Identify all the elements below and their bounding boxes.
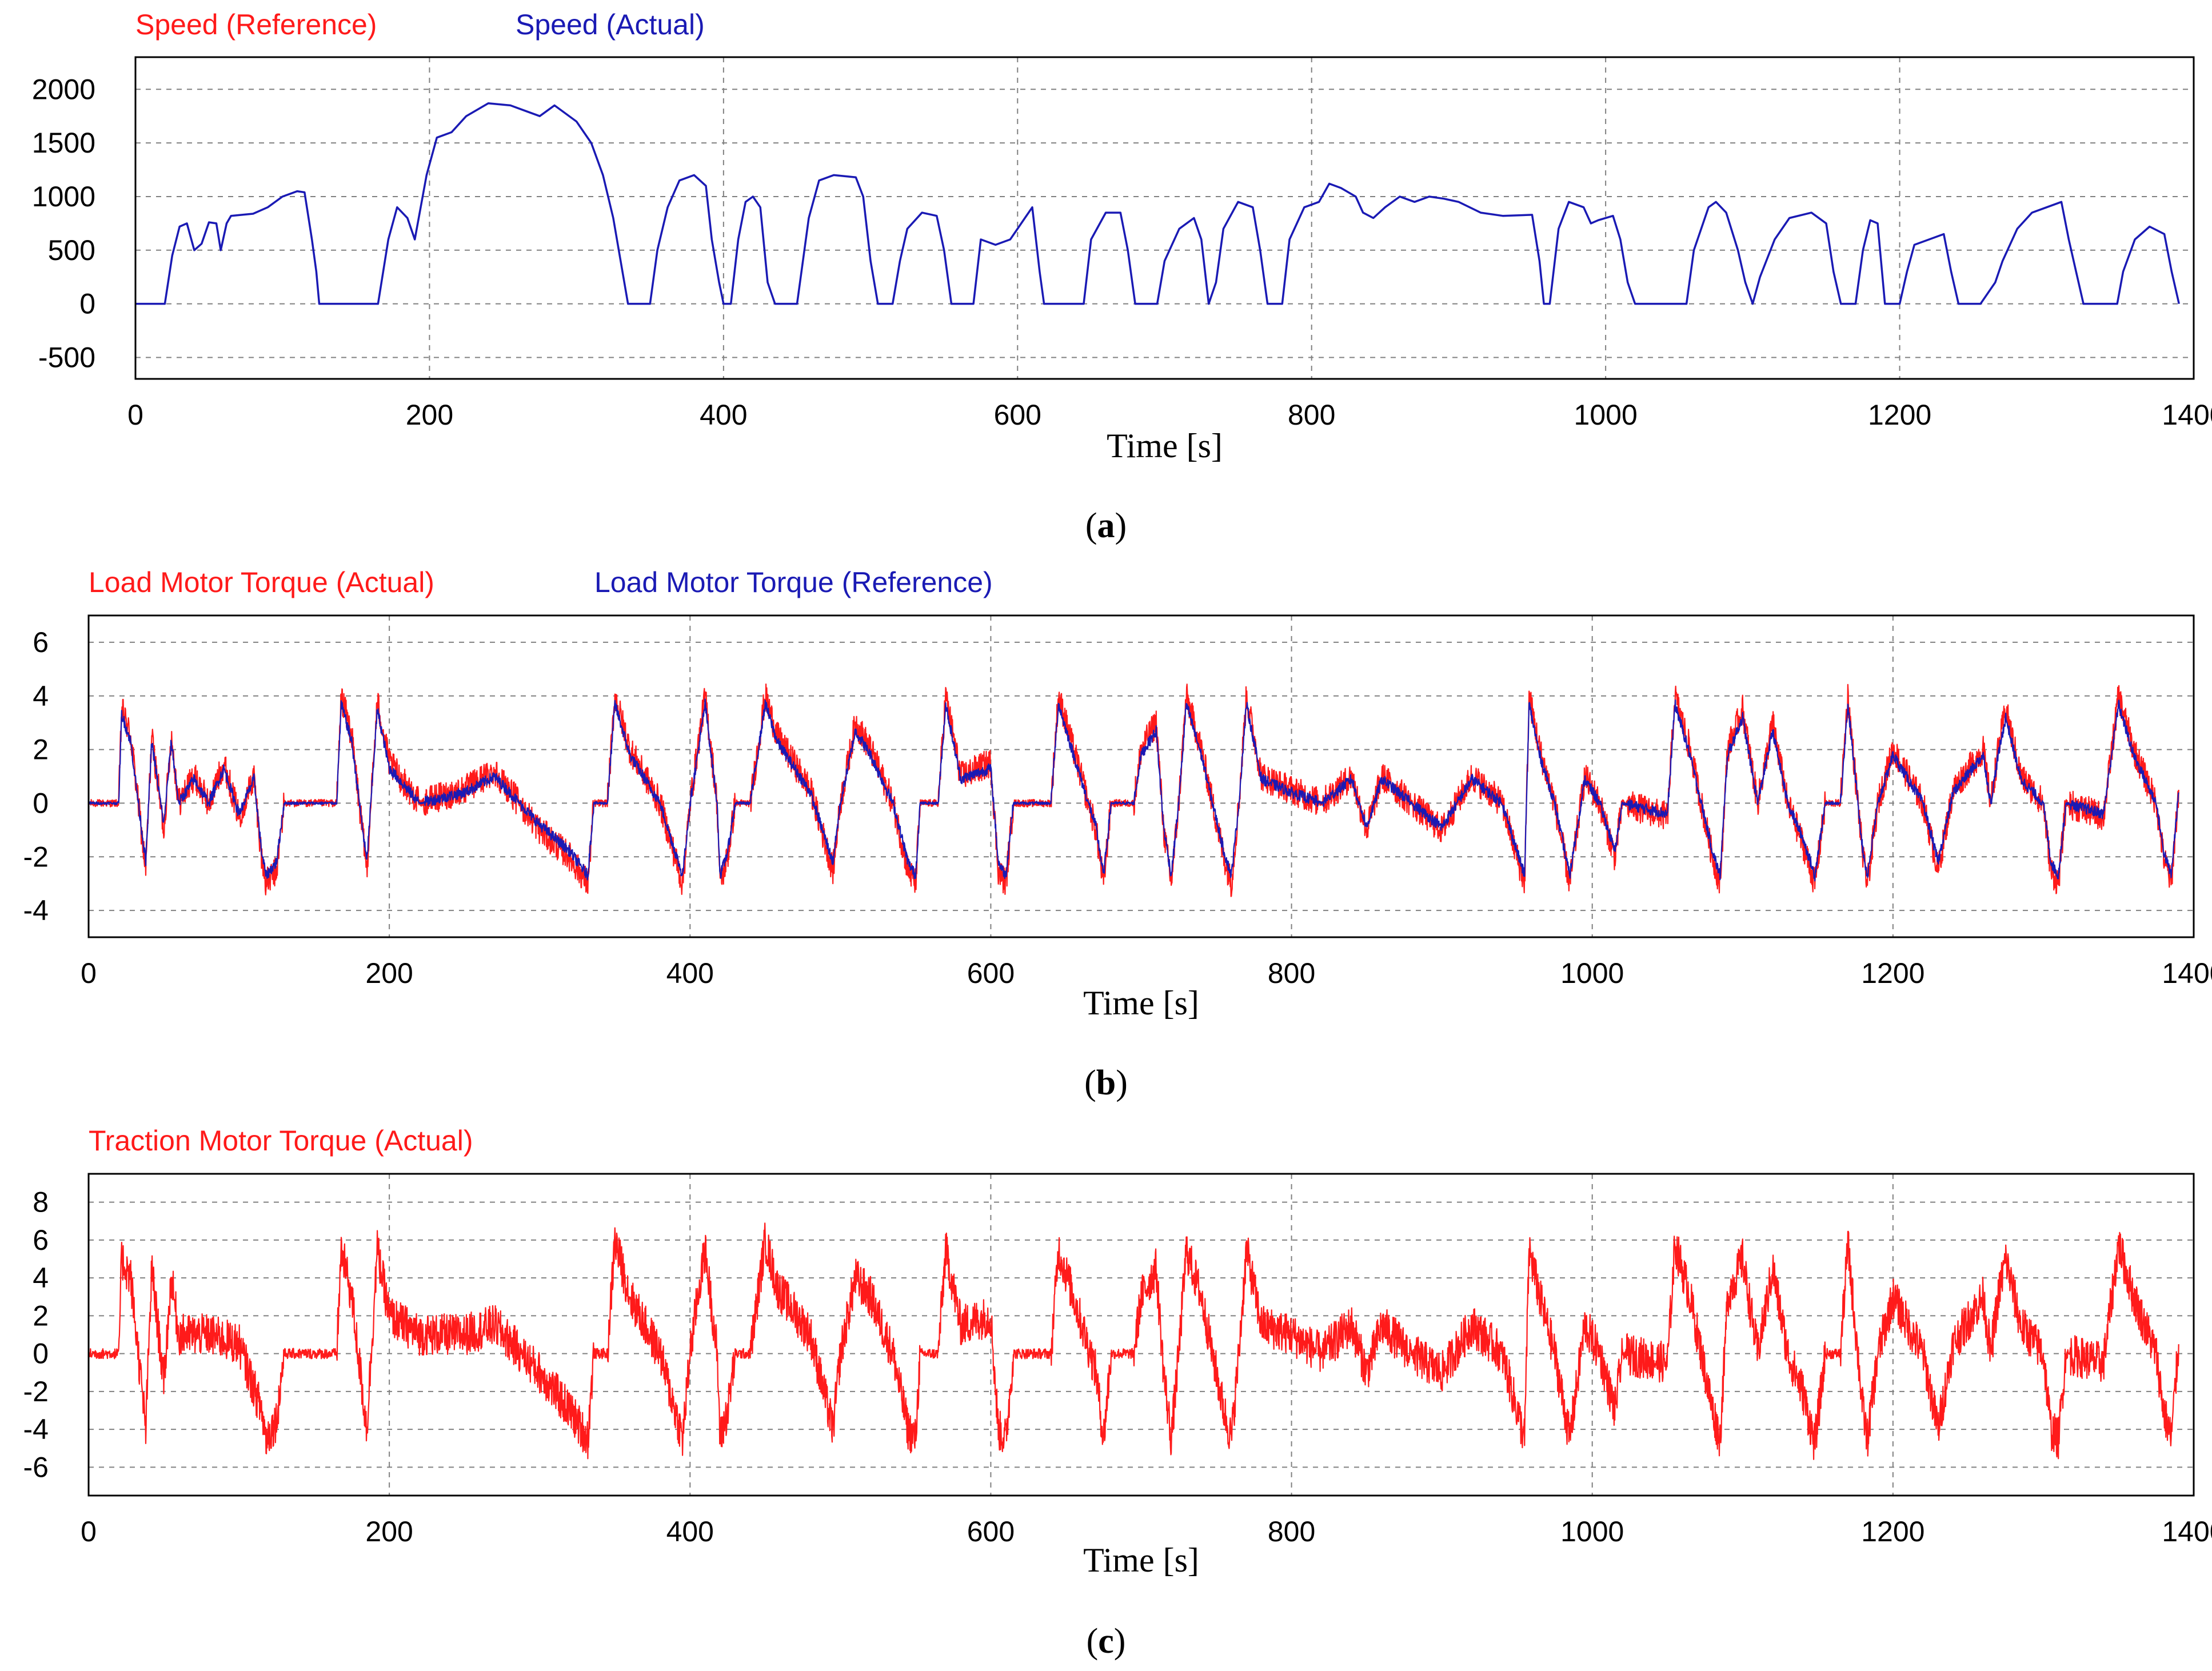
x-tick-label: 0 <box>127 399 143 431</box>
x-tick-label: 800 <box>1268 1516 1315 1548</box>
y-tick-label: 4 <box>33 1262 49 1294</box>
y-tick-label: -4 <box>23 894 49 926</box>
x-tick-label: 600 <box>967 957 1015 989</box>
x-tick-label: 200 <box>365 957 413 989</box>
x-tick-label: 1000 <box>1560 1516 1624 1548</box>
panel-label: (a) <box>1085 506 1127 545</box>
x-tick-label: 600 <box>967 1516 1015 1548</box>
y-tick-label: 8 <box>33 1186 49 1218</box>
legend-entry: Speed (Reference) <box>135 9 377 41</box>
y-tick-label: -2 <box>23 1376 49 1408</box>
x-tick-label: 1000 <box>1560 957 1624 989</box>
y-tick-label: -4 <box>23 1413 49 1445</box>
x-axis-label: Time [s] <box>1083 1541 1199 1579</box>
series-load-motor-torque-reference <box>88 698 2179 882</box>
y-tick-label: -6 <box>23 1451 49 1483</box>
series-speed-actual <box>135 102 2181 305</box>
x-tick-label: 0 <box>81 1516 97 1548</box>
y-tick-label: 6 <box>33 1224 49 1256</box>
y-tick-label: -2 <box>23 841 49 873</box>
x-tick-label: 1400 <box>2162 399 2212 431</box>
x-tick-label: 1400 <box>2162 1516 2212 1548</box>
legend-entry: Speed (Actual) <box>516 9 705 41</box>
x-tick-label: 1400 <box>2162 957 2212 989</box>
legend-entry: Load Motor Torque (Actual) <box>89 566 434 598</box>
panel-label: (b) <box>1084 1064 1128 1102</box>
y-tick-label: 2 <box>33 734 49 766</box>
y-tick-label: 0 <box>33 787 49 819</box>
y-tick-label: 2 <box>33 1300 49 1332</box>
x-tick-label: 400 <box>666 957 714 989</box>
x-tick-label: 800 <box>1288 399 1335 431</box>
y-tick-label: 4 <box>33 680 49 712</box>
y-tick-label: 0 <box>79 288 95 320</box>
series-traction-motor-torque-actual <box>87 1222 2179 1460</box>
legend-entry: Traction Motor Torque (Actual) <box>89 1125 473 1157</box>
chart-a: 0 200 400 600 800 1000 1200 1400 -500 0 500 1000 150… <box>32 9 2212 545</box>
x-tick-label: 0 <box>81 957 97 989</box>
y-tick-label: 2000 <box>32 73 95 105</box>
plot-frame <box>134 56 2195 380</box>
y-tick-label: 6 <box>33 626 49 658</box>
x-tick-label: 200 <box>406 399 453 431</box>
x-axis-label: Time [s] <box>1083 984 1199 1022</box>
panel-label: (c) <box>1087 1622 1126 1661</box>
y-tick-label: 500 <box>48 234 95 266</box>
chart-b: 0 200 400 600 800 1000 1200 1400 -4 -2 0 2 4 6 Time [s… <box>23 566 2212 1102</box>
x-tick-label: 600 <box>994 399 1041 431</box>
x-tick-label: 400 <box>700 399 747 431</box>
x-tick-label: 200 <box>365 1516 413 1548</box>
x-tick-label: 1000 <box>1574 399 1638 431</box>
x-tick-label: 1200 <box>1861 957 1924 989</box>
legend-entry: Load Motor Torque (Reference) <box>594 566 993 598</box>
y-tick-label: 1000 <box>32 181 95 213</box>
x-tick-label: 400 <box>666 1516 714 1548</box>
x-tick-label: 1200 <box>1861 1516 1924 1548</box>
x-tick-label: 800 <box>1268 957 1315 989</box>
x-tick-label: 1200 <box>1868 399 1931 431</box>
plot-frame <box>87 1173 2195 1497</box>
y-tick-label: 0 <box>33 1338 49 1370</box>
y-tick-label: 1500 <box>32 127 95 159</box>
x-axis-label: Time [s] <box>1107 427 1223 465</box>
plot-frame <box>87 614 2195 938</box>
chart-c: 0 200 400 600 800 1000 1200 1400 -6 -4 -2 0 2 4 6 8 Time… <box>23 1125 2212 1661</box>
y-tick-label: -500 <box>38 341 95 373</box>
